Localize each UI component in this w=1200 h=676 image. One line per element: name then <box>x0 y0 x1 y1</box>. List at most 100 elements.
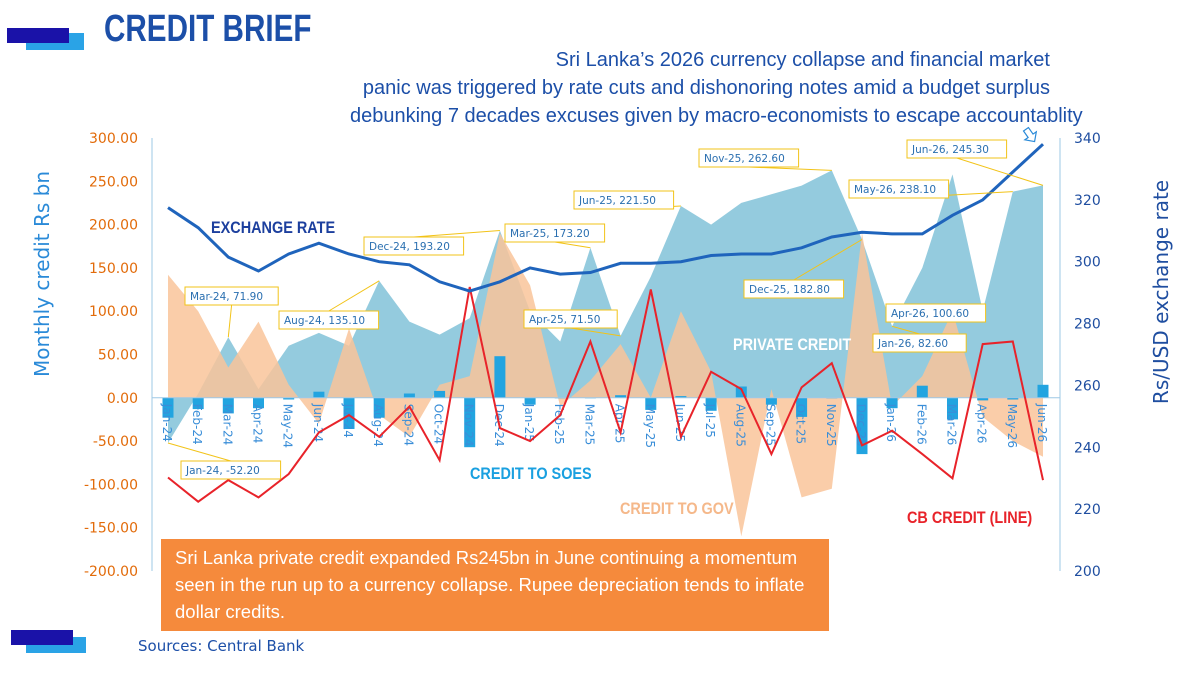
soe-bar-dec-25 <box>856 397 868 455</box>
bar-layer <box>162 356 1049 455</box>
soe-bar-feb-24 <box>192 397 204 410</box>
callout-box <box>573 190 675 210</box>
headline-line-3: debunking 7 decades excuses given by mac… <box>350 105 1083 127</box>
cb-credit-label: CB CREDIT (LINE) <box>907 509 1032 527</box>
callout: Jan-26, 82.60 <box>872 325 967 353</box>
callout-label: Jan-26, 82.60 <box>877 338 948 350</box>
sources-text: Sources: Central Bank <box>138 637 305 655</box>
soe-bar-dec-24 <box>494 356 506 398</box>
callout: May-26, 238.10 <box>848 179 1013 199</box>
right-tick-label: 240 <box>1074 440 1101 456</box>
callout-layer: Jan-24, -52.20 Mar-24, 71.90 Aug-24, 135.1… <box>167 126 1044 480</box>
x-tick-label: Jan-24 <box>160 403 174 442</box>
x-tick-label: Apr-26 <box>975 404 989 444</box>
x-tick-label: Aug-25 <box>733 404 747 447</box>
exchange-rate-line <box>167 143 1045 293</box>
x-tick-label: Sep-24 <box>401 404 415 446</box>
x-tick-label: May-26 <box>1005 404 1019 448</box>
cb-credit-line <box>167 286 1044 503</box>
callout-label: Nov-25, 262.60 <box>704 153 785 165</box>
footer-accent-bar-dark <box>11 630 73 645</box>
x-tick-label: Mar-26 <box>945 404 959 445</box>
callout-box <box>363 236 465 256</box>
callout-box <box>180 460 282 480</box>
soe-bar-jun-24 <box>313 391 325 398</box>
x-tick-label: Apr-25 <box>613 404 627 444</box>
x-tick-label: Jul-24 <box>341 403 355 438</box>
page-title: CREDIT BRIEF <box>104 8 312 50</box>
callout-box <box>848 179 950 199</box>
x-tick-label: Jan-26 <box>884 403 898 442</box>
right-tick-label: 220 <box>1074 502 1101 518</box>
x-tick-label: Jun-26 <box>1035 403 1049 442</box>
soe-bar-jun-25 <box>675 396 687 398</box>
soe-bar-jul-25 <box>705 397 717 411</box>
callout-label: Mar-24, 71.90 <box>190 291 263 303</box>
x-tick-label: Feb-25 <box>552 404 566 445</box>
soe-bar-jan-26 <box>886 397 898 409</box>
callout-pointer <box>748 166 832 171</box>
callout-label: Jun-26, 245.30 <box>911 144 989 156</box>
private-credit-label: PRIVATE CREDIT <box>733 336 852 354</box>
x-tick-label: Apr-24 <box>251 404 265 444</box>
soe-bar-apr-24 <box>253 397 264 409</box>
x-tick-label: Nov-24 <box>462 404 476 447</box>
callout: Apr-26, 100.60 <box>885 303 987 323</box>
x-tick-label: Jan-25 <box>522 403 536 442</box>
left-tick-label: -150.00 <box>84 521 138 537</box>
callout-label: Jan-24, -52.20 <box>185 465 260 477</box>
x-tick-label: Feb-24 <box>190 404 204 445</box>
left-tick-label: 0.00 <box>107 391 138 407</box>
soe-bar-mar-26 <box>947 397 958 420</box>
callout-pointer <box>167 442 231 462</box>
callout-pointer <box>891 325 920 335</box>
left-tick-label: -50.00 <box>93 434 138 450</box>
soe-bar-jan-25 <box>524 397 536 405</box>
x-tick-label: Mar-25 <box>582 404 596 445</box>
right-tick-label: 320 <box>1074 193 1101 209</box>
callout: Apr-25, 71.50 <box>523 309 621 337</box>
soe-bar-may-26 <box>1007 397 1019 400</box>
soe-bar-sep-24 <box>403 393 415 398</box>
callout: Jan-24, -52.20 <box>167 442 282 480</box>
callout: Nov-25, 262.60 <box>698 148 832 171</box>
callout-pointer <box>570 327 621 337</box>
label-layer: EXCHANGE RATE PRIVATE CREDIT CREDIT TO SOE… <box>211 219 1032 527</box>
callout: Jun-26, 245.30 <box>906 139 1044 186</box>
soe-bar-nov-24 <box>464 397 476 448</box>
callout: Dec-24, 193.20 <box>363 230 500 256</box>
axes-layer: 300.00 250.00 200.00 150.00 100.00 50.00 0.00 -… <box>30 131 1173 580</box>
soe-bar-jul-24 <box>343 397 355 429</box>
callout-box <box>278 310 380 330</box>
header-accent-bar-dark <box>7 28 69 43</box>
callout-box <box>906 139 1008 159</box>
callout-box <box>885 303 987 323</box>
soe-bar-apr-26 <box>977 397 989 401</box>
right-tick-label: 260 <box>1074 378 1101 394</box>
callout-pointer <box>328 280 380 312</box>
callout-box <box>743 279 845 299</box>
x-tick-label: Aug-24 <box>371 404 385 447</box>
callout-pointer <box>227 304 233 338</box>
soe-bar-may-25 <box>645 397 657 410</box>
left-tick-label: 200.00 <box>89 218 138 234</box>
x-tick-label: Feb-26 <box>914 404 928 445</box>
callout-box <box>523 309 618 329</box>
callout-label: May-26, 238.10 <box>854 184 936 196</box>
callout-label: Aug-24, 135.10 <box>284 315 365 327</box>
x-tick-label: Oct-24 <box>432 404 446 444</box>
callout: Mar-24, 71.90 <box>184 286 279 338</box>
callout-label: Dec-24, 193.20 <box>369 241 450 253</box>
soe-bar-may-24 <box>283 397 295 400</box>
x-tick-label: Oct-25 <box>794 404 808 444</box>
x-tick-label: Jul-25 <box>703 403 717 438</box>
exchange-rate-label: EXCHANGE RATE <box>211 219 335 237</box>
soe-bar-apr-25 <box>615 395 627 398</box>
x-tick-label: May-25 <box>643 404 657 448</box>
callout-label: Apr-25, 71.50 <box>529 314 600 326</box>
callout: Aug-24, 135.10 <box>278 280 380 330</box>
callout-pointer <box>413 230 500 238</box>
left-tick-label: 300.00 <box>89 131 138 147</box>
x-tick-label: Sep-25 <box>763 404 777 446</box>
